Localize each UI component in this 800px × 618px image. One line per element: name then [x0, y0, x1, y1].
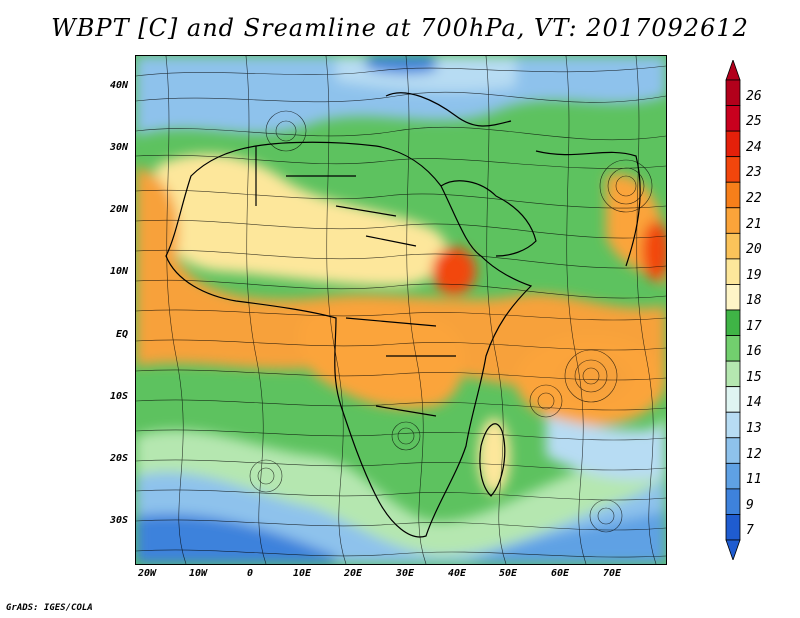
colorbar-label: 9: [746, 497, 754, 513]
map-panel: [135, 55, 667, 565]
colorbar-swatch: [725, 105, 741, 132]
coastlines: [165, 92, 641, 538]
streamlines: [136, 56, 666, 564]
colorbar-swatch: [725, 79, 741, 106]
lat-label-10s: 10S: [109, 391, 128, 402]
colorbar-label: 22: [746, 191, 762, 206]
lon-label-60e: 60E: [550, 568, 570, 579]
colorbar-swatch: [725, 156, 741, 183]
colorbar-swatch: [725, 232, 741, 260]
colorbar-label: 19: [746, 267, 762, 283]
lat-label-20n: 20N: [109, 204, 128, 215]
credit-text: GrADS: IGES/COLA: [6, 603, 93, 613]
lat-label-40n: 40N: [109, 80, 128, 91]
colorbar-swatch: [725, 462, 741, 490]
colorbar-label: 18: [746, 293, 762, 309]
colorbar-swatch: [725, 411, 741, 439]
lon-label-40e: 40E: [447, 568, 467, 579]
colorbar-swatch: [725, 360, 741, 388]
colorbar-label: 23: [746, 165, 762, 181]
colorbar-swatch: [725, 284, 741, 311]
lon-label-20w: 20W: [137, 568, 157, 579]
lon-label-10e: 10E: [292, 568, 312, 579]
lat-label-30s: 30S: [109, 515, 128, 526]
lat-label-eq: EQ: [115, 329, 128, 340]
lat-label-20s: 20S: [109, 453, 128, 464]
colorbar-label: 17: [746, 318, 762, 334]
lat-label-30n: 30N: [109, 142, 128, 153]
colorbar-swatch: [725, 386, 741, 413]
colorbar-label: 7: [746, 523, 754, 539]
lon-label-20e: 20E: [343, 568, 363, 579]
colorbar-label: 11: [746, 472, 762, 488]
colorbar-label: 13: [746, 421, 762, 436]
colorbar-label: 24: [746, 139, 762, 155]
chart-title: WBPT [C] and Sreamline at 700hPa, VT: 20…: [51, 14, 749, 42]
lon-label-30e: 30E: [395, 568, 415, 579]
colorbar-label: 15: [746, 369, 762, 385]
colorbar-swatch: [725, 437, 741, 464]
colorbar-swatch: [725, 335, 741, 362]
colorbar-label: 21: [746, 216, 762, 232]
colorbar-label: 16: [746, 344, 762, 360]
colorbar-top-arrow: [725, 60, 741, 81]
lon-label-70e: 70E: [602, 568, 622, 579]
colorbar-swatch: [725, 207, 741, 234]
colorbar-swatch: [725, 514, 741, 541]
colorbar-label: 14: [746, 395, 762, 411]
colorbar-swatch: [725, 488, 741, 515]
colorbar-swatch: [725, 130, 741, 158]
colorbar-swatch: [725, 181, 741, 209]
lon-label-50e: 50E: [498, 568, 518, 579]
lat-label-10n: 10N: [109, 266, 128, 277]
colorbar-swatch: [725, 258, 741, 285]
colorbar-label: 20: [746, 242, 762, 258]
wbpt-field: [136, 56, 666, 564]
lon-label-0: 0: [246, 568, 254, 579]
colorbar-swatch: [725, 309, 741, 336]
colorbar-bottom-arrow: [725, 539, 741, 560]
colorbar: [725, 60, 741, 560]
colorbar-label: 26: [746, 88, 762, 104]
lon-label-10w: 10W: [188, 568, 208, 579]
colorbar-label: 25: [746, 114, 762, 130]
colorbar-label: 12: [746, 446, 762, 462]
